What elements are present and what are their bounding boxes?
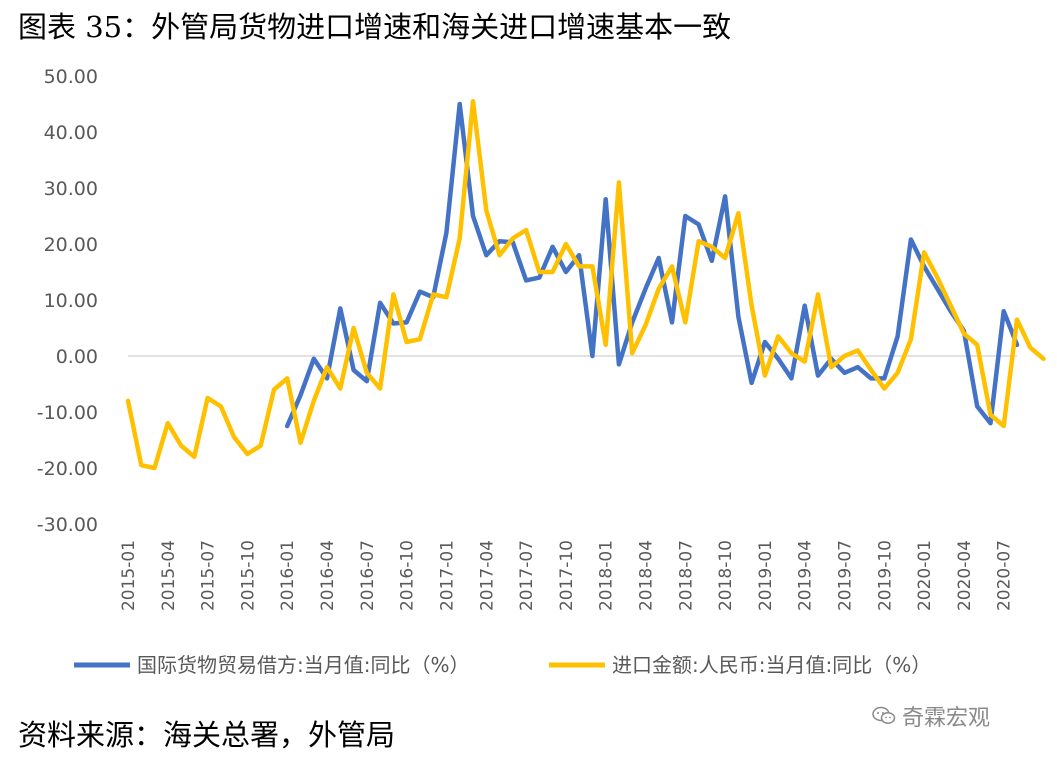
y-tick-label: -10.00 [37,402,98,424]
x-tick-label: 2016-01 [278,540,298,611]
watermark-text: 奇霖宏观 [902,706,991,731]
x-tick-label: 2015-07 [199,540,219,611]
x-tick-label: 2020-04 [955,540,975,611]
chart-title: 图表 35：外管局货物进口增速和海关进口增速基本一致 [18,10,732,44]
x-tick-label: 2016-04 [318,540,338,611]
x-tick-label: 2015-01 [119,540,139,611]
y-tick-label: 50.00 [44,66,98,88]
x-tick-label: 2018-01 [597,540,617,611]
y-tick-label: 40.00 [44,122,98,144]
x-tick-label: 2017-07 [517,540,537,611]
x-tick-label: 2018-04 [636,540,656,611]
y-tick-label: 0.00 [56,346,98,368]
series-lines [125,98,1046,471]
x-tick-label: 2018-10 [716,540,736,611]
x-tick-label: 2015-04 [159,540,179,611]
x-tick-label: 2019-04 [796,540,816,611]
series-line-1 [284,101,1020,429]
x-axis-ticks: 2015-01 2015-04 2015-07 2015-10 2016-01 2016-… [119,540,1015,611]
x-tick-label: 2019-07 [836,540,856,611]
y-tick-label: -20.00 [37,458,98,480]
source-note: 资料来源：海关总署，外管局 [18,718,396,752]
x-tick-label: 2020-01 [915,540,935,611]
x-tick-label: 2020-07 [995,540,1015,611]
x-tick-label: 2016-10 [398,540,418,611]
x-tick-label: 2017-10 [557,540,577,611]
series-line-2 [125,98,1046,471]
legend-label-series-2: 进口金额:人民币:当月值:同比（%） [612,653,931,677]
x-tick-label: 2016-07 [358,540,378,611]
wechat-icon [872,706,896,724]
x-tick-label: 2019-01 [756,540,776,611]
x-tick-label: 2017-01 [437,540,457,611]
legend: 国际货物贸易借方:当月值:同比（%） 进口金额:人民币:当月值:同比（%） [74,653,931,677]
y-axis-ticks: 50.00 40.00 30.00 20.00 10.00 0.00 -10.00 -20.0… [37,66,98,536]
legend-label-series-1: 国际货物贸易借方:当月值:同比（%） [137,653,469,677]
x-tick-label: 2018-07 [676,540,696,611]
watermark: 奇霖宏观 [872,700,990,732]
x-tick-label: 2017-04 [477,540,497,611]
y-tick-label: 30.00 [44,178,98,200]
x-tick-label: 2015-10 [238,540,258,611]
y-tick-label: 20.00 [44,234,98,256]
x-tick-label: 2019-10 [875,540,895,611]
y-tick-label: -30.00 [37,514,98,536]
y-tick-label: 10.00 [44,290,98,312]
line-chart: 50.00 40.00 30.00 20.00 10.00 0.00 -10.00 -20.0… [37,66,1046,677]
